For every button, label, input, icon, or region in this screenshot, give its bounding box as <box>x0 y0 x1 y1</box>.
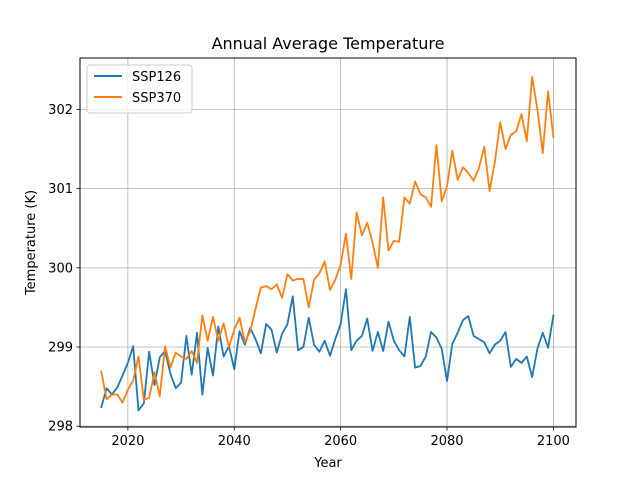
x-tick-label: 2020 <box>111 434 144 449</box>
y-tick-label: 298 <box>48 420 73 435</box>
y-tick-label: 301 <box>48 182 73 197</box>
y-tick-label: 302 <box>48 103 73 118</box>
legend-label-ssp370: SSP370 <box>132 91 181 106</box>
series-layer <box>100 76 555 412</box>
x-axis-label: Year <box>313 456 342 471</box>
y-axis-label: Temperature (K) <box>24 190 39 296</box>
y-tick-label: 300 <box>48 261 73 276</box>
series-line-ssp370 <box>100 76 555 404</box>
chart-title: Annual Average Temperature <box>212 34 445 53</box>
x-tick-label: 2060 <box>324 434 357 449</box>
x-tick-label: 2040 <box>218 434 251 449</box>
legend: SSP126 SSP370 <box>86 64 193 114</box>
series-line-ssp126 <box>100 288 555 412</box>
x-tick-label: 2080 <box>430 434 463 449</box>
y-axis-ticks: 298 299 300 301 302 <box>48 103 80 435</box>
legend-label-ssp126: SSP126 <box>132 70 181 85</box>
plot-frame <box>79 57 577 428</box>
x-axis-ticks: 2020 2040 2060 2080 2100 <box>111 427 570 449</box>
x-tick-label: 2100 <box>537 434 570 449</box>
y-tick-label: 299 <box>48 341 73 356</box>
